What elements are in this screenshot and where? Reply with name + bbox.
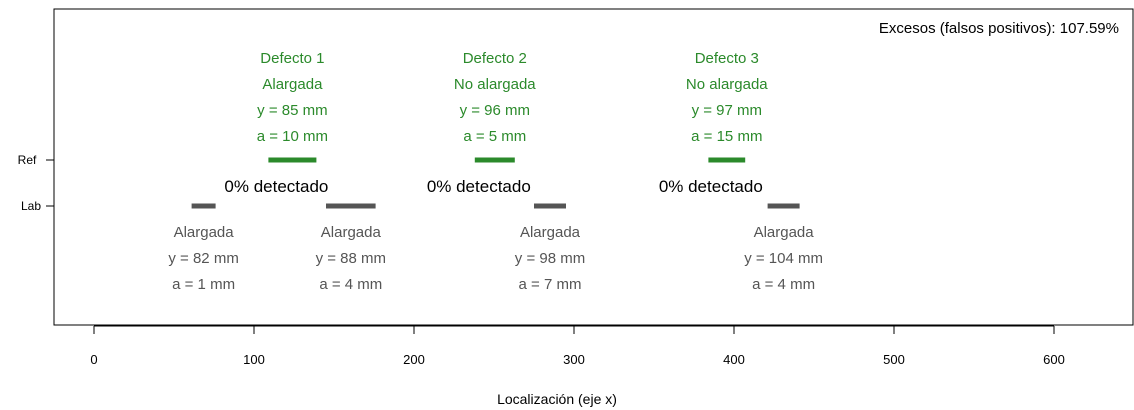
x-tick-label-3: 300 (563, 352, 585, 367)
x-tick-label-5: 500 (883, 352, 905, 367)
ref-defect-3-detected: 0% detectado (659, 177, 763, 196)
y-label-ref: Ref (18, 153, 37, 167)
ref-defects: Defecto 1 Alargada y = 85 mm a = 10 mm 0% de… (224, 50, 768, 196)
lab-defect-2-a: a = 4 mm (319, 276, 382, 293)
lab-defect-1-y: y = 82 mm (168, 250, 238, 267)
lab-defect-1-tipo: Alargada (174, 224, 235, 241)
x-tick-label-0: 0 (90, 352, 97, 367)
lab-defect-3-a: a = 7 mm (519, 276, 582, 293)
lab-defect-4-a: a = 4 mm (752, 276, 815, 293)
ref-defect-2-y: y = 96 mm (460, 102, 530, 119)
x-tick-label-2: 200 (403, 352, 425, 367)
ref-defect-3-label: Defecto 3 (695, 50, 759, 67)
ref-defect-2-a: a = 5 mm (463, 128, 526, 145)
lab-defect-3-tipo: Alargada (520, 224, 581, 241)
ref-defect-1-y: y = 85 mm (257, 102, 327, 119)
x-tick-label-4: 400 (723, 352, 745, 367)
lab-defect-3-y: y = 98 mm (515, 250, 585, 267)
lab-defect-2-y: y = 88 mm (316, 250, 386, 267)
lab-defects: Alargada y = 82 mm a = 1 mm Alargada y = 88 … (168, 203, 823, 293)
ref-defect-2-label: Defecto 2 (463, 50, 527, 67)
y-label-lab: Lab (21, 199, 41, 213)
ref-defect-2-tipo: No alargada (454, 76, 536, 93)
y-axis: Ref Lab (18, 153, 55, 213)
ref-defect-1-a: a = 10 mm (257, 128, 328, 145)
lab-defect-2-tipo: Alargada (321, 224, 382, 241)
ref-defect-3-y: y = 97 mm (692, 102, 762, 119)
x-axis: 0 100 200 300 400 500 600 (90, 325, 1065, 367)
ref-defect-2-detected: 0% detectado (427, 177, 531, 196)
ref-defect-3-tipo: No alargada (686, 76, 768, 93)
x-tick-label-1: 100 (243, 352, 265, 367)
ref-defect-1-tipo: Alargada (262, 76, 323, 93)
x-tick-label-6: 600 (1043, 352, 1065, 367)
lab-defect-4-y: y = 104 mm (744, 250, 823, 267)
ref-defect-1-label: Defecto 1 (260, 50, 324, 67)
lab-defect-1-a: a = 1 mm (172, 276, 235, 293)
x-axis-title: Localización (eje x) (497, 391, 617, 407)
ref-defect-3-a: a = 15 mm (691, 128, 762, 145)
excesos-annotation: Excesos (falsos positivos): 107.59% (879, 20, 1119, 37)
ref-defect-1-detected: 0% detectado (224, 177, 328, 196)
lab-defect-4-tipo: Alargada (754, 224, 815, 241)
